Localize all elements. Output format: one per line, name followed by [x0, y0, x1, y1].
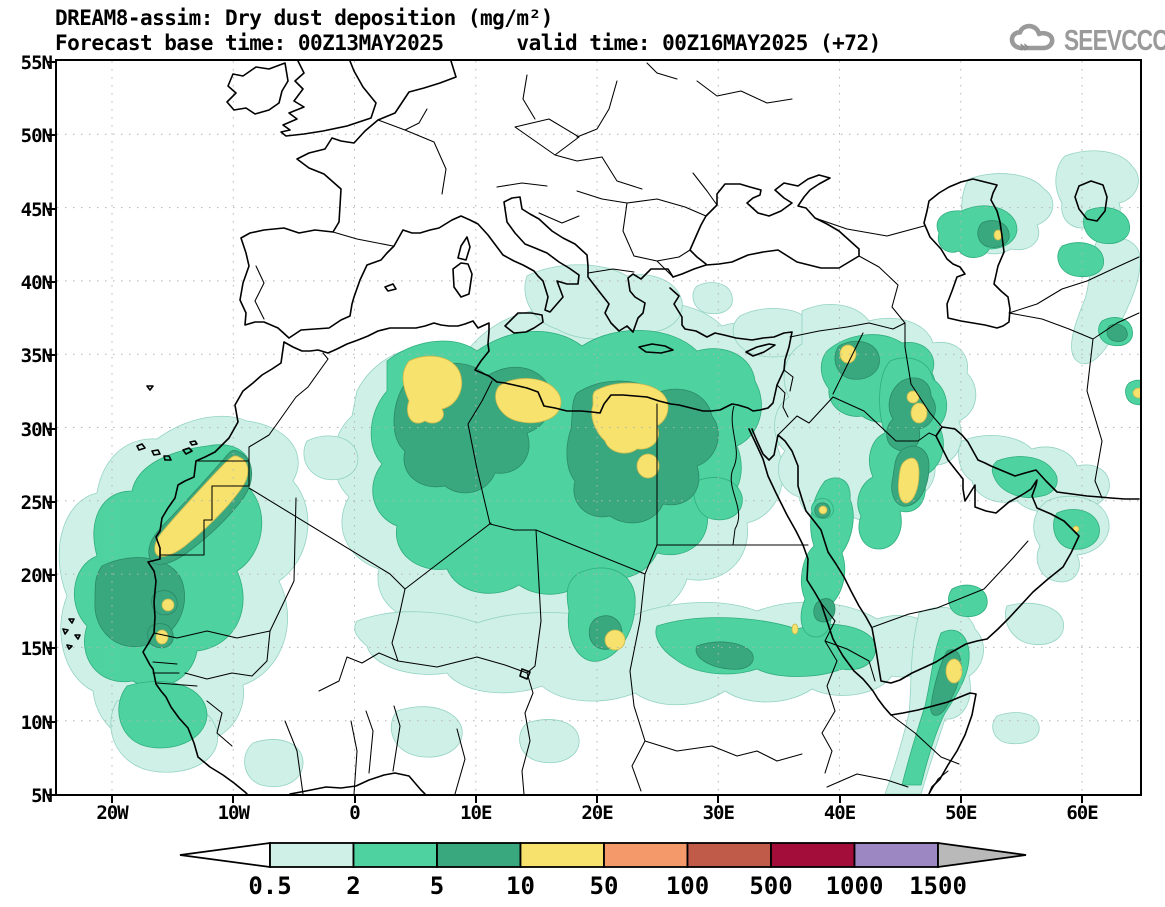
lat-tick-mark — [47, 281, 56, 283]
lat-tick-label: 50N — [2, 125, 52, 147]
lat-tick-label: 30N — [2, 419, 52, 441]
lat-tick-mark — [47, 354, 56, 356]
lat-tick-mark — [47, 61, 56, 63]
lat-tick-mark — [47, 647, 56, 649]
lon-tick-mark — [717, 795, 719, 803]
lat-tick-label: 35N — [2, 345, 52, 367]
lat-tick-label: 5N — [2, 785, 52, 807]
figure-title: DREAM8-assim: Dry dust deposition (mg/m²… — [55, 6, 881, 31]
lat-tick-label: 40N — [2, 272, 52, 294]
lat-tick-mark — [47, 428, 56, 430]
logo-wordmark: SEEVCCC — [1064, 25, 1165, 58]
svg-text:»: » — [1019, 37, 1029, 56]
seevccc-logo: » SEEVCCC — [1008, 22, 1165, 60]
colorbar-segment — [437, 843, 521, 867]
lat-tick-mark — [47, 208, 56, 210]
colorbar-level-label: 1500 — [909, 872, 967, 900]
colorbar-segment — [270, 843, 354, 867]
dust-forecast-figure: DREAM8-assim: Dry dust deposition (mg/m²… — [0, 0, 1165, 907]
figure-subtitle: Forecast base time: 00Z13MAY2025 valid t… — [55, 31, 881, 56]
colorbar-segment — [688, 843, 772, 867]
lon-tick-mark — [232, 795, 234, 803]
figure-titles: DREAM8-assim: Dry dust deposition (mg/m²… — [55, 6, 881, 56]
lon-tick-label: 10W — [198, 802, 268, 824]
lon-tick-mark — [111, 795, 113, 803]
colorbar-segment — [855, 843, 939, 867]
lat-tick-label: 25N — [2, 492, 52, 514]
colorbar-level-label: 1000 — [826, 872, 884, 900]
lon-tick-mark — [354, 795, 356, 803]
lon-tick-label: 40E — [805, 802, 875, 824]
colorbar-segment — [604, 843, 688, 867]
colorbar-segment — [771, 843, 855, 867]
colorbar-level-label: 0.5 — [248, 872, 291, 900]
lon-tick-label: 60E — [1047, 802, 1117, 824]
lon-tick-mark — [596, 795, 598, 803]
lat-tick-label: 45N — [2, 199, 52, 221]
lat-tick-mark — [47, 501, 56, 503]
lat-tick-label: 20N — [2, 565, 52, 587]
lat-tick-mark — [47, 574, 56, 576]
colorbar-under-arrow — [180, 843, 270, 867]
lon-tick-label: 30E — [683, 802, 753, 824]
cloud-icon: » — [1008, 22, 1060, 60]
colorbar-level-label: 10 — [506, 872, 535, 900]
lon-tick-mark — [960, 795, 962, 803]
colorbar-level-label: 500 — [749, 872, 792, 900]
lat-tick-mark — [47, 794, 56, 796]
lon-tick-label: 50E — [926, 802, 996, 824]
lon-tick-label: 10E — [441, 802, 511, 824]
colorbar-segment — [521, 843, 605, 867]
lon-tick-mark — [475, 795, 477, 803]
lon-tick-label: 20E — [562, 802, 632, 824]
lon-tick-mark — [839, 795, 841, 803]
lat-tick-mark — [47, 134, 56, 136]
colorbar-legend: 0.5 2 5 10 50 100 500 1000 1500 — [0, 838, 1165, 902]
colorbar-level-label: 5 — [430, 872, 444, 900]
colorbar-level-label: 100 — [666, 872, 709, 900]
lat-tick-label: 15N — [2, 638, 52, 660]
map-frame — [55, 59, 1142, 796]
lat-tick-label: 55N — [2, 52, 52, 74]
lat-tick-label: 10N — [2, 712, 52, 734]
lon-tick-label: 20W — [77, 802, 147, 824]
map-canvas — [57, 61, 1140, 794]
lon-tick-mark — [1081, 795, 1083, 803]
colorbar-level-label: 2 — [346, 872, 360, 900]
colorbar-segment — [354, 843, 438, 867]
lat-tick-mark — [47, 721, 56, 723]
colorbar-level-label: 50 — [590, 872, 619, 900]
lon-tick-label: 0 — [320, 802, 390, 824]
colorbar-over-arrow — [938, 843, 1026, 867]
